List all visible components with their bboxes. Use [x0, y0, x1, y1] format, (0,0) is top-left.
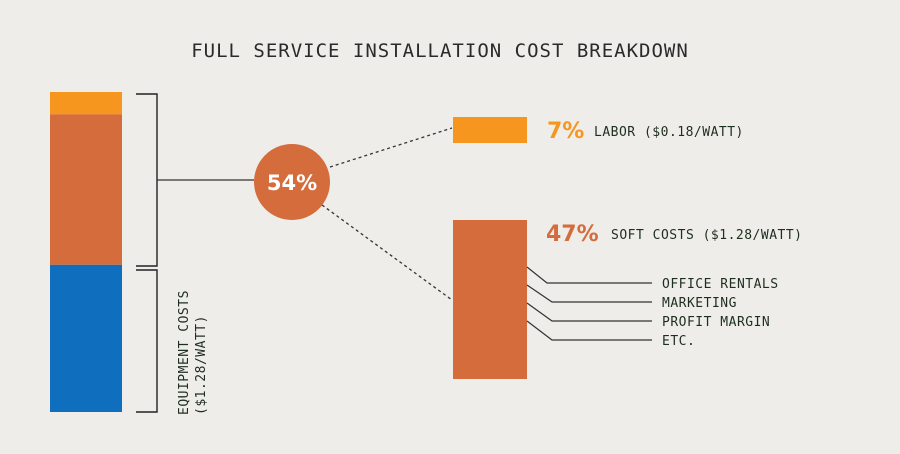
combined-percent-circle — [254, 144, 330, 220]
equipment-label-line1: EQUIPMENT COSTS — [177, 290, 192, 415]
equipment-label: EQUIPMENT COSTS ($1.28/WATT) — [177, 290, 209, 415]
labor-label: LABOR ($0.18/WATT) — [594, 125, 744, 140]
leader-office-rentals — [526, 266, 652, 284]
soft-item-office-rentals: OFFICE RENTALS — [662, 277, 779, 292]
labor-percent: 7% — [547, 119, 584, 144]
soft-percent: 47% — [546, 222, 599, 247]
soft-item-etc: ETC. — [662, 334, 695, 349]
connector-soft — [321, 204, 453, 301]
chart-title: FULL SERVICE INSTALLATION COST BREAKDOWN — [191, 40, 689, 62]
soft-costs-bar — [453, 220, 527, 379]
bar-segment-labor — [50, 92, 122, 115]
soft-costs-label: SOFT COSTS ($1.28/WATT) — [611, 228, 803, 243]
leader-marketing — [526, 284, 652, 303]
leader-etc — [526, 320, 652, 341]
labor-bar — [453, 117, 527, 143]
equipment-label-line2: ($1.28/WATT) — [194, 315, 209, 415]
bracket-top — [136, 93, 158, 267]
soft-item-marketing: MARKETING — [662, 296, 737, 311]
bar-segment-equipment — [50, 264, 122, 412]
connector-labor — [329, 127, 453, 168]
bracket-bottom — [136, 269, 158, 413]
bar-segment-soft — [50, 114, 122, 265]
leader-profit-margin — [526, 302, 652, 322]
soft-item-profit-margin: PROFIT MARGIN — [662, 315, 770, 330]
combined-percent-label: 54% — [267, 171, 317, 195]
